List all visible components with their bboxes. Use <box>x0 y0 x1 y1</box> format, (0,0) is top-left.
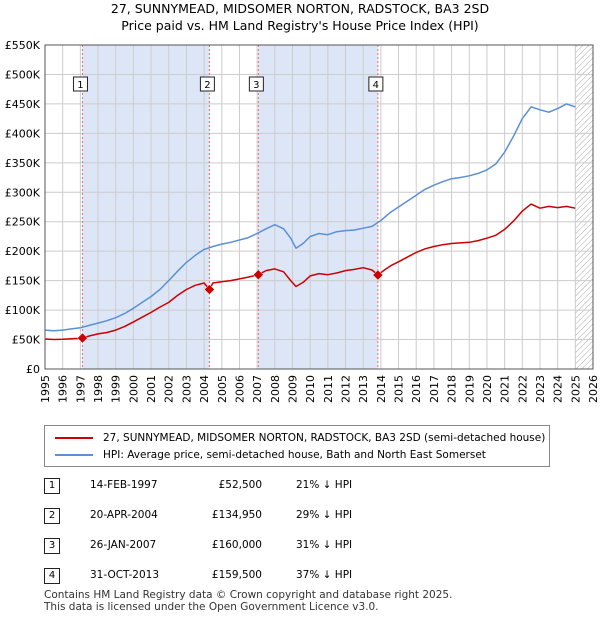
transaction-date: 31-OCT-2013 <box>90 569 159 581</box>
x-tick-label: 2010 <box>304 375 317 403</box>
transaction-price: £52,500 <box>218 479 262 491</box>
x-tick-label: 2000 <box>127 375 140 403</box>
x-tick-label: 2015 <box>393 375 406 403</box>
x-tick-label: 1998 <box>92 375 105 403</box>
transaction-hpi: 31% ↓ HPI <box>296 539 353 551</box>
chart-title: 27, SUNNYMEAD, MIDSOMER NORTON, RADSTOCK… <box>0 0 600 34</box>
y-tick-label: £550K <box>5 39 41 52</box>
sale-point <box>204 284 215 295</box>
sale-point <box>253 269 264 281</box>
x-tick-label: 2002 <box>163 375 176 403</box>
y-tick-label: £150K <box>5 275 41 288</box>
transaction-badge: 2 <box>44 508 60 524</box>
legend-label-hpi: HPI: Average price, semi-detached house,… <box>103 449 486 461</box>
title-line-1: 27, SUNNYMEAD, MIDSOMER NORTON, RADSTOCK… <box>110 1 490 16</box>
marker-label: 1 <box>77 80 83 91</box>
marker-label-box <box>368 76 384 92</box>
legend-item-price: 27, SUNNYMEAD, MIDSOMER NORTON, RADSTOCK… <box>45 430 545 446</box>
plot-border <box>44 44 594 370</box>
transaction-hpi: 21% ↓ HPI <box>296 479 353 491</box>
price-chart: 1 2 3 4 £0 £50K £100K £150K £200K £250K £300K £350… <box>5 39 600 403</box>
y-tick-label: £350K <box>5 157 41 170</box>
x-tick-label: 2021 <box>499 375 512 403</box>
hpi-line <box>44 103 576 332</box>
y-tick-label: £500K <box>5 68 41 81</box>
sale-point <box>77 332 88 344</box>
x-tick-label: 2020 <box>481 375 494 403</box>
shaded-period <box>258 45 378 369</box>
transaction-date: 14-FEB-1997 <box>90 479 158 491</box>
x-tick-label: 2012 <box>340 375 353 403</box>
footer-attribution: Contains HM Land Registry data © Crown c… <box>44 589 452 613</box>
marker-label: 4 <box>373 80 379 91</box>
table-row: 4 31-OCT-2013 £159,500 37% ↓ HPI <box>44 568 564 584</box>
x-tick-label: 2001 <box>145 375 158 403</box>
transaction-badge: 4 <box>44 568 60 584</box>
transaction-price: £159,500 <box>211 569 262 581</box>
x-tick-label: 2019 <box>463 375 476 403</box>
table-row: 3 26-JAN-2007 £160,000 31% ↓ HPI <box>44 538 564 554</box>
marker-label-box <box>199 76 215 92</box>
x-tick-label: 2023 <box>534 375 547 403</box>
x-tick-label: 2022 <box>516 375 529 403</box>
transaction-date: 26-JAN-2007 <box>90 539 157 551</box>
forecast-hatch <box>575 45 593 369</box>
legend-label-price: 27, SUNNYMEAD, MIDSOMER NORTON, RADSTOCK… <box>103 432 546 444</box>
transaction-price: £134,950 <box>211 509 262 521</box>
x-tick-label: 1996 <box>57 375 70 403</box>
x-tick-label: 1999 <box>110 375 123 403</box>
x-tick-label: 2025 <box>569 375 582 403</box>
x-tick-label: 2007 <box>251 375 264 403</box>
y-tick-label: £250K <box>5 216 41 229</box>
legend-swatch-hpi <box>55 454 93 456</box>
footer-line-1: Contains HM Land Registry data © Crown c… <box>44 589 453 601</box>
x-tick-label: 2024 <box>552 375 565 403</box>
x-tick-label: 2018 <box>446 375 459 403</box>
x-tick-label: 2003 <box>180 375 193 403</box>
x-tick-label: 1997 <box>74 375 87 403</box>
x-tick-label: 2014 <box>375 375 388 403</box>
x-tick-label: 2009 <box>286 375 299 403</box>
y-tick-label: £400K <box>5 127 41 140</box>
x-tick-label: 2006 <box>233 375 246 403</box>
x-tick-label: 2004 <box>198 375 211 403</box>
x-tick-label: 2005 <box>216 375 229 403</box>
transaction-badge: 1 <box>44 478 60 494</box>
y-tick-label: £200K <box>5 245 41 258</box>
y-tick-label: £50K <box>12 334 41 347</box>
x-tick-label: 1995 <box>39 375 52 403</box>
legend-swatch-price <box>55 437 93 439</box>
x-tick-label: 2017 <box>428 375 441 403</box>
title-line-2: Price paid vs. HM Land Registry's House … <box>121 18 479 33</box>
table-row: 2 20-APR-2004 £134,950 29% ↓ HPI <box>44 508 564 524</box>
y-tick-label: £0 <box>26 363 40 376</box>
chart-legend: 27, SUNNYMEAD, MIDSOMER NORTON, RADSTOCK… <box>44 425 550 467</box>
footer-line-2: This data is licensed under the Open Gov… <box>44 601 379 613</box>
x-tick-label: 2008 <box>269 375 282 403</box>
x-tick-label: 2016 <box>410 375 423 403</box>
y-tick-label: £450K <box>5 98 41 111</box>
transaction-price: £160,000 <box>211 539 262 551</box>
price-paid-line <box>44 203 576 341</box>
x-tick-label: 2011 <box>322 375 335 403</box>
transaction-hpi: 37% ↓ HPI <box>296 569 353 581</box>
table-row: 1 14-FEB-1997 £52,500 21% ↓ HPI <box>44 478 564 494</box>
sale-point <box>372 269 384 281</box>
marker-label: 2 <box>204 80 210 91</box>
transaction-date: 20-APR-2004 <box>90 509 158 521</box>
x-tick-label: 2026 <box>587 375 600 403</box>
shaded-period <box>82 45 210 369</box>
legend-item-hpi: HPI: Average price, semi-detached house,… <box>45 447 486 463</box>
marker-label: 3 <box>253 80 259 91</box>
transaction-badge: 3 <box>44 538 60 554</box>
x-tick-label: 2013 <box>357 375 370 403</box>
marker-label-box <box>248 76 264 92</box>
transaction-hpi: 29% ↓ HPI <box>296 509 353 521</box>
y-tick-label: £300K <box>5 186 41 199</box>
marker-label-box <box>72 76 88 92</box>
y-tick-label: £100K <box>5 304 41 317</box>
